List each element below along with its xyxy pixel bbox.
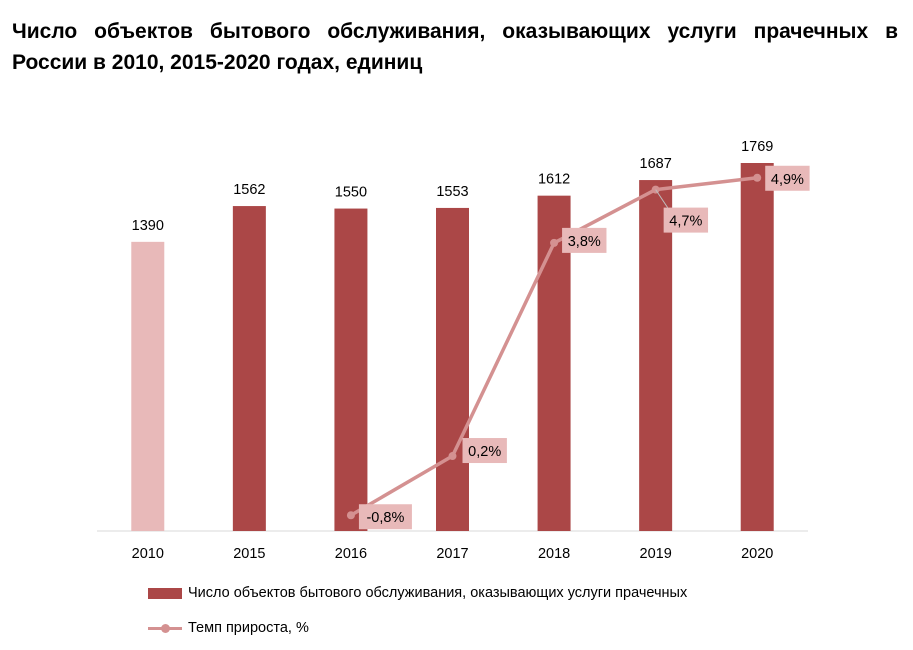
growth-label-box-2020 — [765, 165, 810, 191]
x-tick-label-2015: 2015 — [233, 546, 265, 562]
growth-label-box-2017 — [462, 438, 507, 464]
legend-line-label: Темп прироста, % — [188, 620, 309, 636]
growth-label-box-2016 — [358, 504, 412, 530]
growth-label-2018: 3,8% — [568, 234, 601, 250]
x-tick-label-2019: 2019 — [640, 546, 672, 562]
growth-label-box-2018 — [562, 227, 607, 253]
bar-value-label-2020: 1769 — [741, 139, 773, 155]
bar-2010 — [131, 241, 165, 531]
bar-value-label-2018: 1612 — [538, 172, 570, 188]
growth-label-2020: 4,9% — [771, 172, 804, 188]
bar-2017 — [436, 207, 469, 531]
x-tick-label-2010: 2010 — [132, 546, 164, 562]
chart-title: Число объектов бытового обслуживания, ок… — [12, 20, 898, 74]
x-tick-label-2018: 2018 — [538, 546, 570, 562]
legend-item-bars: Число объектов бытового обслуживания, ок… — [148, 585, 687, 601]
growth-label-2019: 4,7% — [669, 214, 702, 230]
bar-value-label-2010: 1390 — [132, 218, 164, 234]
growth-label-leader-2019 — [655, 189, 669, 208]
legend-item-line: Темп прироста, % — [148, 620, 309, 636]
growth-label-2016: -0,8% — [366, 510, 404, 526]
bar-value-label-2015: 1562 — [233, 182, 265, 198]
x-tick-label-2016: 2016 — [335, 546, 367, 562]
growth-point-2016 — [346, 511, 355, 520]
legend-line-swatch — [148, 623, 182, 634]
bar-value-label-2019: 1687 — [640, 156, 672, 172]
x-tick-label-2020: 2020 — [741, 546, 773, 562]
growth-label-box-2019 — [663, 207, 709, 233]
growth-label-2017: 0,2% — [468, 444, 501, 460]
bar-2020 — [740, 163, 774, 531]
growth-point-2017 — [448, 452, 457, 461]
legend-bar-swatch — [148, 587, 182, 599]
x-tick-label-2017: 2017 — [436, 546, 468, 562]
bar-2015 — [232, 206, 266, 531]
bar-2016 — [334, 208, 368, 532]
legend-bar-label: Число объектов бытового обслуживания, ок… — [188, 585, 688, 601]
bar-value-label-2016: 1550 — [335, 185, 367, 201]
bar-value-label-2017: 1553 — [436, 184, 468, 200]
growth-point-2018 — [550, 238, 559, 247]
growth-point-2020 — [753, 173, 762, 182]
bar-2019 — [639, 180, 673, 531]
